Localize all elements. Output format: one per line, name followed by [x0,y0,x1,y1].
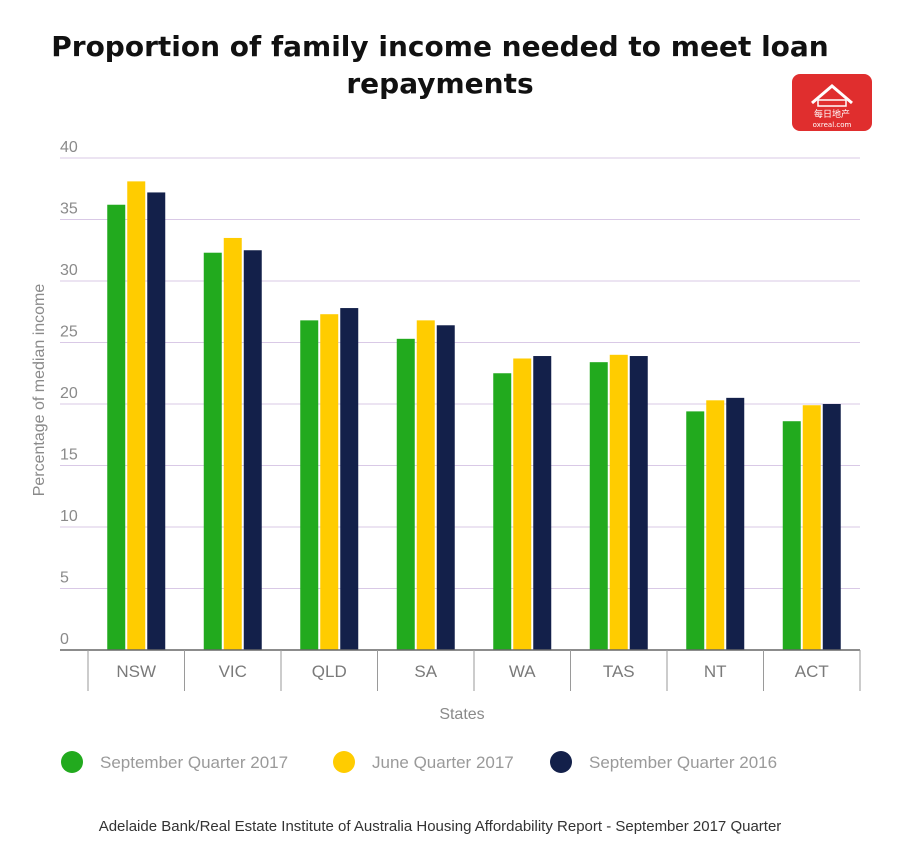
bar-vic-series-2 [223,237,242,650]
y-tick-labels: 0 5 10 15 20 25 30 35 40 [60,139,78,648]
x-tick-label: ACT [795,662,829,681]
bar-qld-series-2 [320,314,339,650]
legend-swatch [61,751,83,773]
bar-tas-series-3 [629,356,648,650]
x-tick-label: WA [509,662,536,681]
house-body-icon [817,99,847,107]
bar-nsw-series-2 [127,181,146,650]
x-tick-label: SA [414,662,437,681]
legend: September Quarter 2017 June Quarter 2017 S… [61,751,777,773]
logo-text-cn: 每日地产 [814,108,850,120]
y-tick-label: 10 [60,508,78,525]
legend-swatch [333,751,355,773]
bar-act-series-1 [782,421,801,650]
x-axis [60,649,861,691]
y-tick-label: 25 [60,324,78,341]
bar-sa-series-1 [396,338,415,650]
bar-wa-series-3 [533,356,552,650]
x-tick-label: QLD [312,662,347,681]
legend-label: September Quarter 2017 [100,753,288,772]
y-tick-label: 20 [60,385,78,402]
bar-nt-series-3 [726,397,745,650]
x-axis-label: States [439,706,484,723]
bars [107,181,841,651]
y-tick-label: 15 [60,447,78,464]
y-tick-label: 30 [60,262,78,279]
x-tick-label: VIC [219,662,247,681]
legend-label: June Quarter 2017 [372,753,514,772]
x-tick-label: NT [704,662,727,681]
gridlines [60,157,860,589]
house-roof-icon [811,84,853,105]
y-tick-label: 35 [60,201,78,218]
bar-vic-series-3 [243,250,262,650]
chart-title: Proportion of family income needed to me… [51,30,829,63]
bar-tas-series-1 [589,362,608,650]
y-tick-label: 0 [60,631,69,648]
x-tick-label: TAS [603,662,635,681]
x-tick-label: NSW [116,662,156,681]
logo-badge [792,74,872,131]
bar-qld-series-1 [300,320,319,650]
source-note: Adelaide Bank/Real Estate Institute of A… [99,818,782,835]
bar-sa-series-2 [416,320,435,650]
logo: 每日地产 oxreal.com [792,74,872,131]
bar-sa-series-3 [436,325,455,650]
x-tick-labels: NSW VIC QLD SA WA TAS NT ACT [116,662,828,681]
legend-swatch [550,751,572,773]
bar-act-series-2 [802,405,821,650]
bar-act-series-3 [822,404,841,650]
bar-nt-series-2 [706,400,725,650]
bar-nt-series-1 [686,411,705,650]
bar-wa-series-2 [513,358,532,650]
logo-text-url: oxreal.com [813,121,852,129]
bar-nsw-series-1 [107,204,126,651]
bar-wa-series-1 [493,373,512,650]
bar-qld-series-3 [340,308,359,650]
legend-label: September Quarter 2016 [589,753,777,772]
y-tick-label: 40 [60,139,78,156]
bar-nsw-series-3 [147,192,166,650]
bar-tas-series-2 [609,354,628,650]
y-tick-label: 5 [60,570,69,587]
chart-title-line2: repayments [346,67,533,100]
bar-vic-series-1 [203,252,222,650]
y-axis-label: Percentage of median income [31,284,48,497]
